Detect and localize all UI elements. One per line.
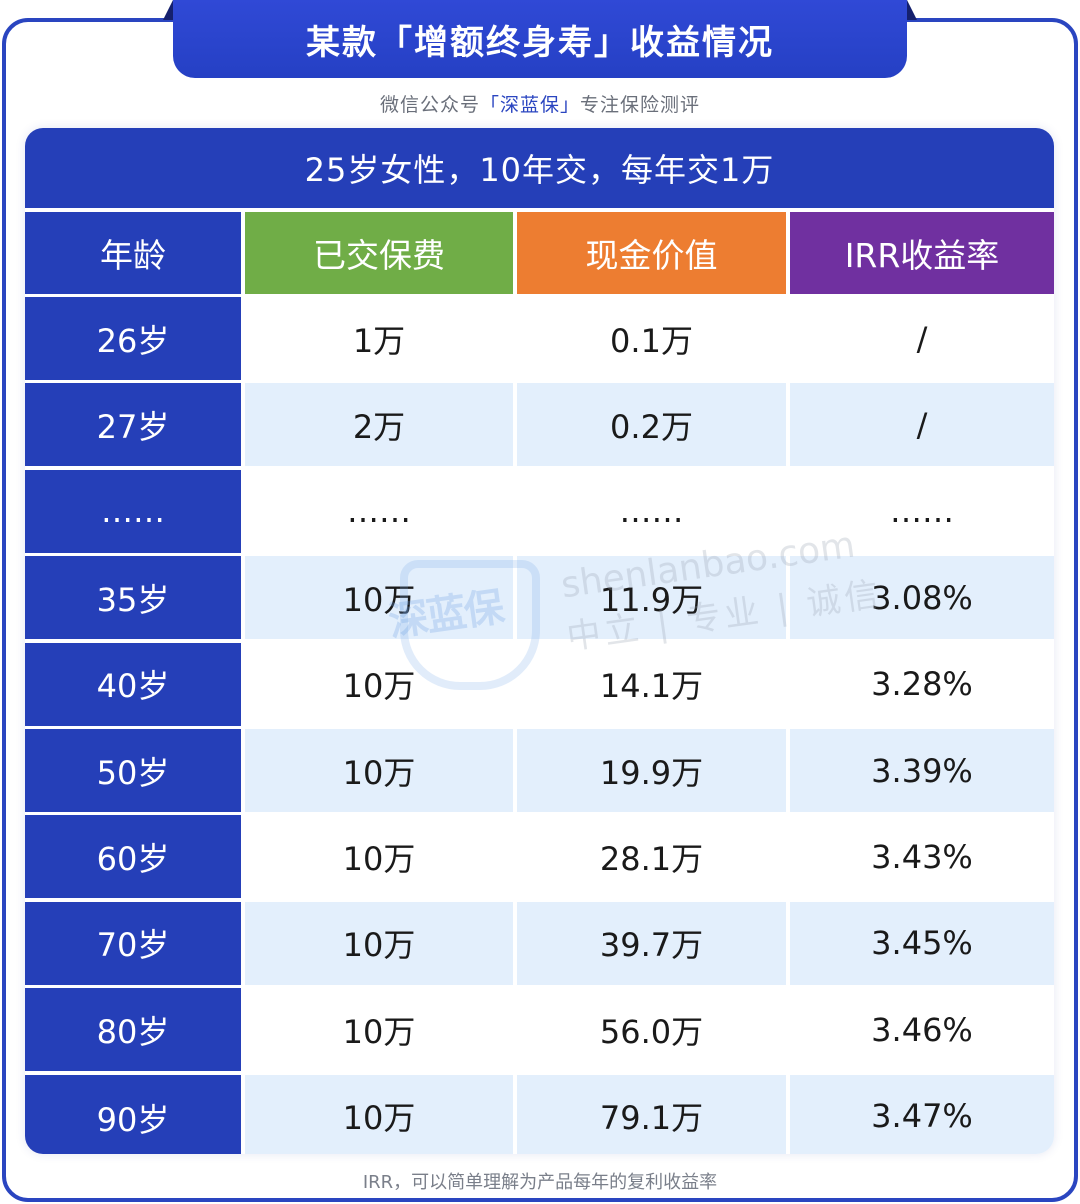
- tab-fold-right: [907, 0, 917, 20]
- subtitle: 微信公众号「深蓝保」专注保险测评: [0, 90, 1080, 117]
- cell-age: 26岁: [25, 297, 241, 380]
- cell-age: 70岁: [25, 901, 241, 985]
- cell-irr: /: [790, 297, 1054, 380]
- cell-age: 90岁: [25, 1074, 241, 1154]
- cell-paid-premium: 10万: [245, 815, 513, 899]
- cell-cash-value: 28.1万: [517, 815, 786, 899]
- header-irr: IRR收益率: [790, 212, 1054, 294]
- header-paid-premium: 已交保费: [245, 212, 513, 294]
- cell-cash-value: 39.7万: [517, 901, 786, 985]
- tab-fold-left: [163, 0, 173, 20]
- cell-paid-premium: 10万: [245, 901, 513, 985]
- cell-paid-premium: 10万: [245, 1074, 513, 1154]
- cell-cash-value: 11.9万: [517, 556, 786, 640]
- cell-cash-value: 19.9万: [517, 729, 786, 812]
- header-cash-value: 现金价值: [517, 212, 786, 294]
- subtitle-suffix: 专注保险测评: [580, 94, 701, 116]
- cell-irr: ……: [790, 469, 1054, 553]
- cell-irr: 3.28%: [790, 642, 1054, 726]
- cell-age: 27岁: [25, 383, 241, 467]
- cell-paid-premium: 10万: [245, 642, 513, 726]
- cell-cash-value: 56.0万: [517, 988, 786, 1072]
- cell-paid-premium: 10万: [245, 729, 513, 812]
- cell-age: 80岁: [25, 988, 241, 1072]
- cell-paid-premium: 10万: [245, 556, 513, 640]
- cell-cash-value: ……: [517, 469, 786, 553]
- cell-irr: 3.46%: [790, 988, 1054, 1072]
- cell-irr: /: [790, 383, 1054, 467]
- cell-paid-premium: 10万: [245, 988, 513, 1072]
- cell-age: 40岁: [25, 642, 241, 726]
- cell-irr: 3.45%: [790, 901, 1054, 985]
- table-band-title: 25岁女性，10年交，每年交1万: [25, 128, 1054, 208]
- cell-irr: 3.08%: [790, 556, 1054, 640]
- subtitle-prefix: 微信公众号: [379, 94, 480, 116]
- cell-cash-value: 14.1万: [517, 642, 786, 726]
- cell-irr: 3.39%: [790, 729, 1054, 812]
- cell-cash-value: 79.1万: [517, 1074, 786, 1154]
- cell-cash-value: 0.1万: [517, 297, 786, 380]
- cell-paid-premium: 2万: [245, 383, 513, 467]
- subtitle-brand: 「深蓝保」: [479, 94, 580, 116]
- cell-age: 35岁: [25, 556, 241, 640]
- header-age: 年龄: [25, 212, 241, 294]
- cell-irr: 3.47%: [790, 1074, 1054, 1154]
- cell-cash-value: 0.2万: [517, 383, 786, 467]
- cell-age: ……: [25, 469, 241, 553]
- footnote: IRR，可以简单理解为产品每年的复利收益率: [362, 1172, 718, 1193]
- cell-age: 50岁: [25, 729, 241, 812]
- cell-paid-premium: ……: [245, 469, 513, 553]
- cell-paid-premium: 1万: [245, 297, 513, 380]
- cell-irr: 3.43%: [790, 815, 1054, 899]
- page-title: 某款「增额终身寿」收益情况: [173, 0, 907, 78]
- cell-age: 60岁: [25, 815, 241, 899]
- returns-table: 25岁女性，10年交，每年交1万 年龄 已交保费 现金价值 IRR收益率 26岁 1万 0.…: [25, 128, 1054, 1154]
